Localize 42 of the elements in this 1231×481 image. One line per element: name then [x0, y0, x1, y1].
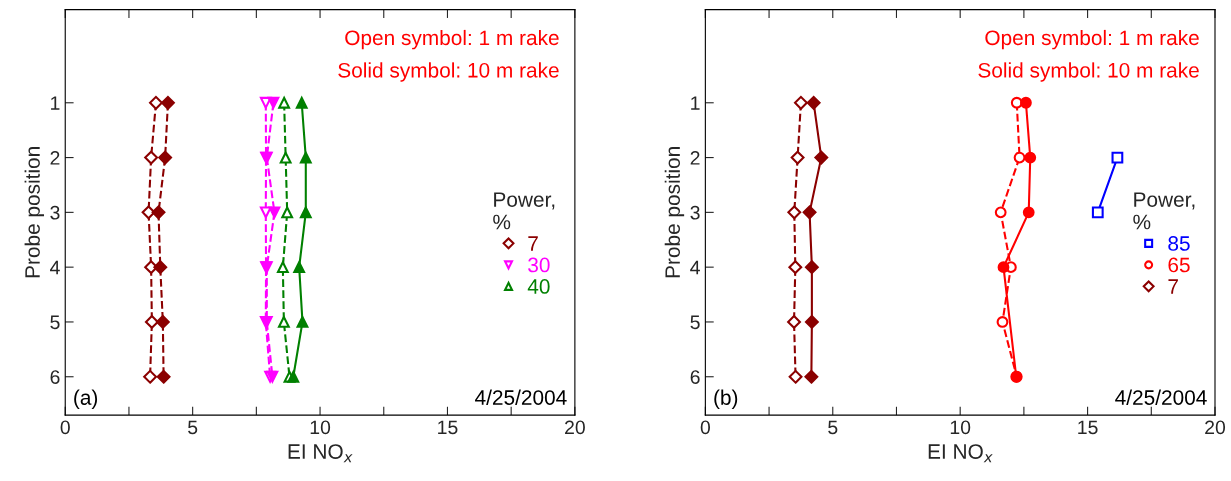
- legend-label: 7: [528, 236, 538, 251]
- y-axis-title: Probe position: [664, 147, 685, 278]
- y-tick-label: 5: [690, 315, 700, 330]
- x-tick-label: 5: [188, 420, 198, 435]
- y-tick-label: 3: [690, 205, 700, 220]
- annotation: Open symbol: 1 m rake: [985, 29, 1199, 50]
- legend-label: 85: [1168, 236, 1190, 251]
- x-tick-label: 10: [310, 420, 331, 435]
- y-axis-title: Probe position: [24, 147, 45, 278]
- y-tick-label: 2: [690, 151, 700, 165]
- x-tick-label: 20: [1205, 420, 1226, 435]
- annotation: (a): [74, 389, 98, 410]
- legend-title: Power, %: [493, 192, 555, 230]
- y-tick-label: 3: [50, 205, 60, 220]
- x-axis-title: EI NO$_{x}$: [288, 444, 353, 463]
- y-tick-label: 6: [50, 370, 60, 384]
- legend-label: 7: [1168, 279, 1178, 294]
- y-tick-label: 4: [690, 260, 700, 275]
- x-tick-label: 0: [700, 420, 711, 435]
- legend-label: 40: [527, 279, 550, 294]
- legend-label: 30: [528, 257, 550, 273]
- annotation: Open symbol: 1 m rake: [345, 29, 559, 50]
- x-tick-label: 20: [565, 420, 585, 435]
- x-tick-label: 15: [1078, 420, 1098, 435]
- y-tick-label: 2: [50, 151, 60, 165]
- annotation: (b): [714, 389, 738, 410]
- legend-title: Power, %: [1133, 192, 1195, 230]
- y-tick-label: 6: [690, 370, 700, 384]
- x-tick-label: 0: [60, 420, 70, 435]
- y-tick-label: 4: [50, 260, 60, 275]
- legend-label: 65: [1168, 257, 1190, 273]
- x-axis-title: EI NO$_{x}$: [928, 444, 993, 463]
- x-tick-label: 10: [950, 420, 971, 435]
- y-tick-label: 1: [51, 96, 60, 110]
- x-tick-label: 5: [828, 420, 838, 435]
- annotation: 4/25/2004: [1115, 389, 1207, 405]
- annotation: 4/25/2004: [475, 389, 567, 405]
- annotation: Solid symbol: 10 m rake: [338, 62, 559, 82]
- y-tick-label: 1: [691, 96, 700, 110]
- y-tick-label: 5: [50, 315, 60, 330]
- x-tick-label: 15: [438, 420, 458, 435]
- annotation: Solid symbol: 10 m rake: [978, 62, 1199, 82]
